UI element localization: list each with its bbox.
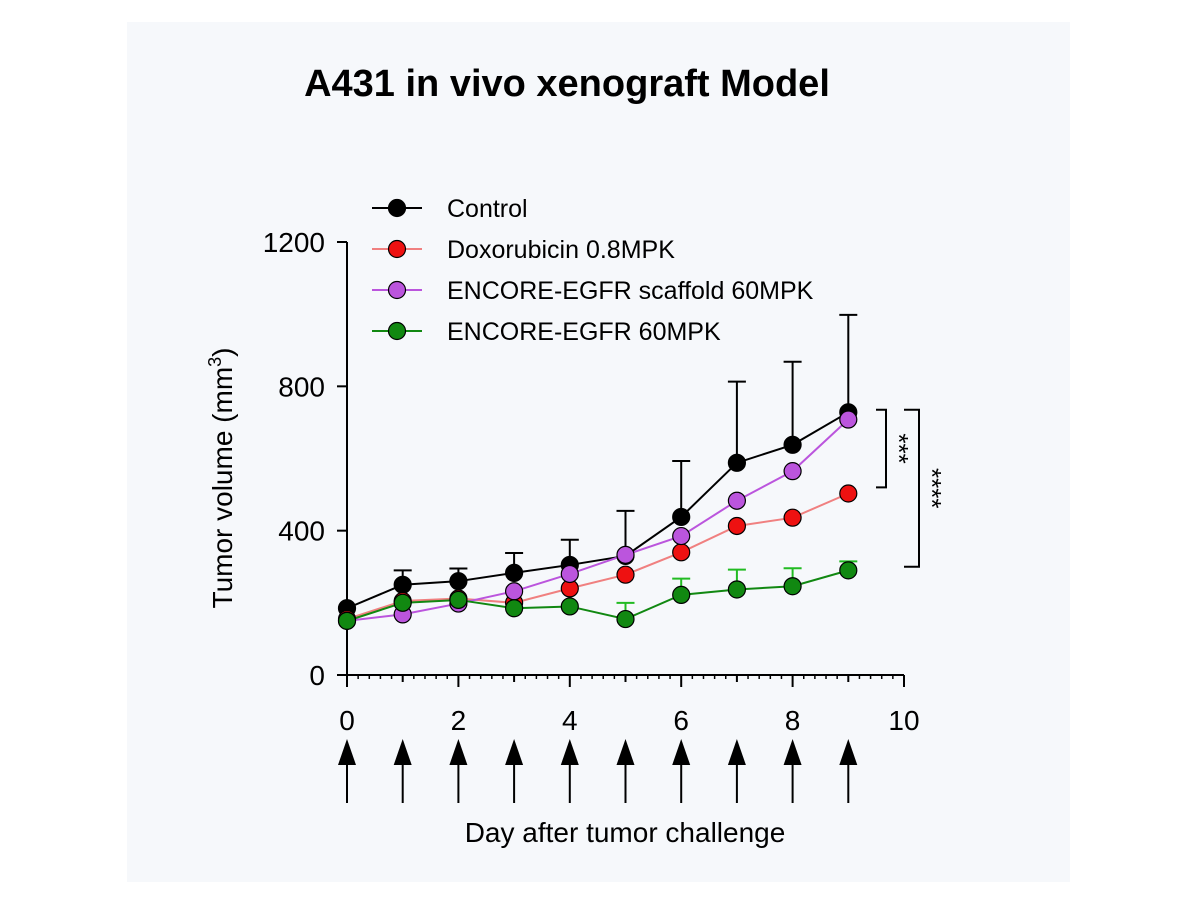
doxorubicin-0-8mpk-line (346, 492, 849, 621)
encore-egfr-60mpk-point (337, 611, 357, 630)
y-ticks: 0 400 800 1200 (263, 227, 347, 691)
encore-egfr-scaffold-60mpk-point (672, 526, 691, 546)
dosing-arrow-head (672, 739, 691, 765)
dosing-arrow-head (839, 739, 858, 765)
dosing-arrow-head (727, 739, 746, 765)
dosing-arrow-head (560, 739, 579, 765)
y-tick-label: 800 (278, 371, 325, 402)
y-tick-label: 1200 (263, 227, 325, 258)
legend-marker (387, 239, 407, 259)
encore-egfr-60mpk-point (672, 585, 691, 604)
encore-egfr-scaffold-60mpk-point (560, 564, 579, 584)
encore-egfr-60mpk-point (560, 597, 579, 616)
x-ticks: 0 2 4 6 8 10 (339, 675, 920, 736)
x-tick-label: 10 (888, 705, 919, 736)
legend: Control Doxorubicin 0.8MPK ENCORE-EGFR sca… (372, 195, 814, 346)
significance-label: **** (917, 468, 947, 508)
encore-egfr-60mpk-line (346, 569, 849, 622)
encore-egfr-60mpk-point (783, 577, 802, 596)
encore-egfr-scaffold-60mpk-line (346, 418, 849, 622)
control-point (727, 453, 747, 472)
dosing-arrows (338, 739, 858, 803)
dosing-arrow-head (338, 739, 356, 765)
encore-egfr-60mpk-point (616, 609, 635, 629)
legend-marker (387, 280, 407, 300)
x-axis-title: Day after tumor challenge (465, 817, 786, 848)
y-tick-label: 400 (278, 516, 325, 547)
x-tick-label: 0 (339, 705, 355, 736)
chart-title: A431 in vivo xenograft Model (304, 63, 830, 105)
x-tick-label: 2 (451, 705, 467, 736)
control-point (783, 435, 802, 454)
control-point (393, 575, 412, 594)
series-points (337, 403, 858, 630)
doxorubicin-0-8mpk-point (783, 508, 802, 527)
dosing-arrow-head (449, 739, 468, 765)
x-tick-label: 4 (562, 705, 578, 736)
legend-label: ENCORE-EGFR 60MPK (447, 318, 721, 346)
dosing-arrow-head (393, 739, 412, 765)
legend-marker (387, 198, 407, 218)
series-lines (346, 411, 849, 622)
doxorubicin-0-8mpk-point (616, 565, 635, 584)
encore-egfr-60mpk-point (393, 593, 412, 612)
control-point (449, 572, 468, 591)
y-axis-title: Tumor volume (mm3) (205, 348, 238, 609)
legend-label: ENCORE-EGFR scaffold 60MPK (447, 277, 814, 305)
legend-label: Control (447, 195, 528, 223)
legend-label: Doxorubicin 0.8MPK (447, 236, 675, 264)
doxorubicin-0-8mpk-point (672, 543, 691, 562)
doxorubicin-0-8mpk-point (839, 484, 858, 503)
control-line (346, 411, 849, 610)
encore-egfr-scaffold-60mpk-point (839, 410, 858, 429)
dosing-arrow-head (783, 739, 802, 765)
significance-bracket (876, 408, 887, 489)
encore-egfr-60mpk-point (504, 599, 524, 618)
control-point (504, 563, 524, 582)
dosing-arrow-head (505, 739, 524, 765)
control-point (672, 507, 691, 527)
significance-brackets: ******* (876, 408, 947, 568)
x-tick-label: 6 (673, 705, 689, 736)
y-tick-label: 0 (309, 660, 325, 691)
encore-egfr-scaffold-60mpk-point (727, 491, 747, 510)
encore-egfr-60mpk-point (449, 590, 468, 610)
significance-bracket (904, 408, 920, 568)
x-tick-label: 8 (785, 705, 801, 736)
encore-egfr-scaffold-60mpk-point (783, 462, 802, 481)
legend-marker (387, 321, 407, 341)
significance-label: *** (884, 433, 914, 463)
doxorubicin-0-8mpk-point (727, 516, 747, 536)
encore-egfr-scaffold-60mpk-point (504, 582, 524, 601)
dosing-arrow-head (616, 739, 635, 765)
encore-egfr-60mpk-point (727, 580, 747, 599)
encore-egfr-scaffold-60mpk-point (616, 545, 635, 564)
encore-egfr-60mpk-point (839, 561, 858, 580)
chart-panel (127, 22, 1070, 882)
